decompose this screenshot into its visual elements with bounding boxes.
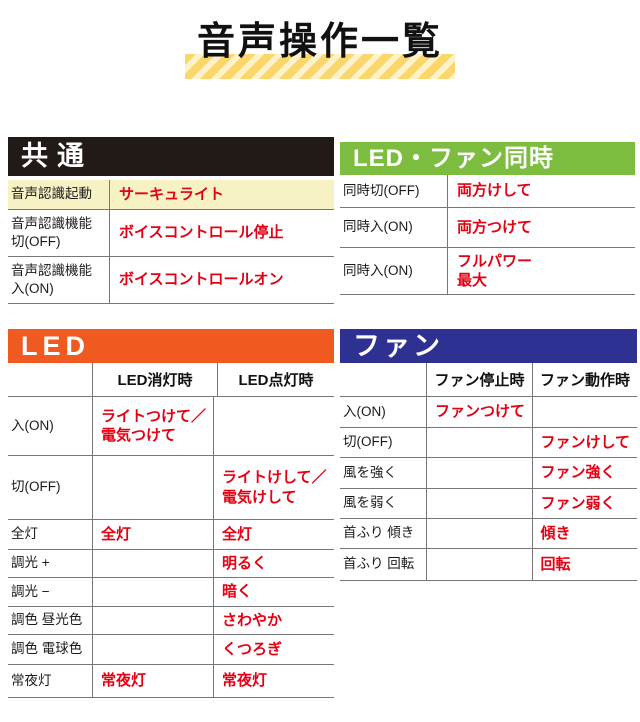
table-row: 風を強く ファン強く (340, 458, 637, 489)
voice-command: 両方けして (457, 182, 532, 200)
table-column-headers: ファン停止時 ファン動作時 (340, 363, 637, 397)
table-led-fan-header: LED・ファン同時 (340, 142, 635, 175)
voice-command: ボイスコントロールオン (119, 271, 284, 289)
table-common: 共通 音声認識起動 サーキュライト 音声認識機能 切(OFF) ボイスコントロー… (8, 137, 334, 304)
command-label: 首ふり 回転 (340, 549, 427, 580)
command-label: 調色 電球色 (8, 635, 93, 664)
table-led: LED LED消灯時 LED点灯時 入(ON) ライトつけて／ 電気つけて 切(… (8, 329, 334, 698)
table-fan-header: ファン (340, 329, 637, 363)
command-label: 調光 + (8, 550, 93, 577)
voice-command: 明るく (222, 554, 268, 572)
voice-command (93, 578, 214, 606)
table-led-fan-simultaneous: LED・ファン同時 同時切(OFF) 両方けして 同時入(ON) 両方つけて 同… (340, 142, 635, 295)
table-row: 首ふり 傾き 傾き (340, 519, 637, 549)
voice-command: サーキュライト (119, 185, 225, 203)
table-row: 入(ON) ファンつけて (340, 397, 637, 428)
voice-command (93, 550, 214, 577)
voice-command (427, 549, 533, 580)
command-label: 入(ON) (8, 397, 93, 455)
table-row: 全灯 全灯 全灯 (8, 520, 334, 550)
table-row: 音声認識機能 入(ON) ボイスコントロールオン (8, 257, 334, 304)
voice-command (427, 519, 533, 548)
voice-command (427, 428, 533, 457)
column-header-led-off: LED消灯時 (93, 363, 218, 396)
command-label: 入(ON) (340, 397, 427, 427)
table-row: 風を弱く ファン弱く (340, 489, 637, 519)
voice-command: 回転 (540, 555, 571, 573)
voice-command: ライトけして／ 電気けして (222, 469, 327, 506)
command-label: 風を弱く (340, 489, 427, 518)
table-row: 同時入(ON) 両方つけて (340, 208, 635, 248)
table-fan: ファン ファン停止時 ファン動作時 入(ON) ファンつけて 切(OFF) ファ… (340, 329, 637, 581)
empty-corner-cell (340, 363, 427, 396)
voice-command (214, 397, 334, 455)
command-label: 同時切(OFF) (340, 175, 448, 207)
voice-command: 傾き (540, 524, 571, 542)
command-label: 音声認識機能 入(ON) (8, 257, 110, 303)
command-label: 音声認識機能 切(OFF) (8, 210, 110, 256)
page-title: 音声操作一覧 (196, 21, 443, 63)
voice-command (93, 607, 214, 634)
table-row: 調光 + 明るく (8, 550, 334, 578)
column-header-fan-running: ファン動作時 (539, 372, 630, 389)
voice-command: 常夜灯 (222, 672, 268, 690)
voice-command: 全灯 (93, 520, 214, 549)
title-highlight-stripe (185, 54, 455, 79)
voice-command: 両方つけて (457, 218, 533, 236)
command-label: 同時入(ON) (340, 248, 448, 294)
empty-corner-cell (8, 363, 93, 396)
voice-command (93, 635, 214, 664)
voice-command (533, 397, 638, 427)
command-label: 風を強く (340, 458, 427, 488)
voice-command: さわやか (222, 611, 283, 629)
table-row: 調色 電球色 くつろぎ (8, 635, 334, 665)
table-row: 音声認識機能 切(OFF) ボイスコントロール停止 (8, 210, 334, 257)
voice-command: 全灯 (222, 525, 253, 543)
table-row: 音声認識起動 サーキュライト (8, 180, 334, 210)
voice-command: フルパワー 最大 (457, 252, 533, 290)
table-row: 同時切(OFF) 両方けして (340, 175, 635, 208)
voice-command: ファン強く (540, 464, 616, 482)
table-common-header: 共通 (8, 137, 334, 176)
column-header-fan-stopped: ファン停止時 (427, 363, 533, 396)
voice-command: ファンけして (540, 433, 631, 451)
table-row: 調光 − 暗く (8, 578, 334, 607)
voice-command (93, 456, 214, 519)
table-row: 調色 昼光色 さわやか (8, 607, 334, 635)
command-label: 首ふり 傾き (340, 519, 427, 548)
voice-command: 暗く (222, 583, 253, 601)
table-row: 常夜灯 常夜灯 常夜灯 (8, 665, 334, 698)
table-row: 同時入(ON) フルパワー 最大 (340, 248, 635, 295)
command-label: 全灯 (8, 520, 93, 549)
voice-command: 常夜灯 (93, 665, 214, 697)
command-label: 切(OFF) (8, 456, 93, 519)
command-label: 調光 − (8, 578, 93, 606)
table-row: 切(OFF) ライトけして／ 電気けして (8, 456, 334, 520)
table-column-headers: LED消灯時 LED点灯時 (8, 363, 334, 397)
voice-command: ライトつけて／ 電気つけて (93, 397, 214, 455)
voice-command: ボイスコントロール停止 (119, 224, 284, 242)
table-row: 首ふり 回転 回転 (340, 549, 637, 581)
voice-command: ファン弱く (540, 494, 616, 512)
table-row: 入(ON) ライトつけて／ 電気つけて (8, 397, 334, 456)
voice-command: くつろぎ (222, 640, 283, 658)
column-header-led-on: LED点灯時 (238, 372, 314, 389)
command-label: 調色 昼光色 (8, 607, 93, 634)
voice-command: ファンつけて (427, 397, 533, 427)
command-label: 切(OFF) (340, 428, 427, 457)
voice-command (427, 458, 533, 488)
table-row: 切(OFF) ファンけして (340, 428, 637, 458)
table-led-header: LED (8, 329, 334, 363)
command-label: 音声認識起動 (8, 180, 110, 209)
voice-command (427, 489, 533, 518)
command-label: 常夜灯 (8, 665, 93, 697)
command-label: 同時入(ON) (340, 208, 448, 247)
